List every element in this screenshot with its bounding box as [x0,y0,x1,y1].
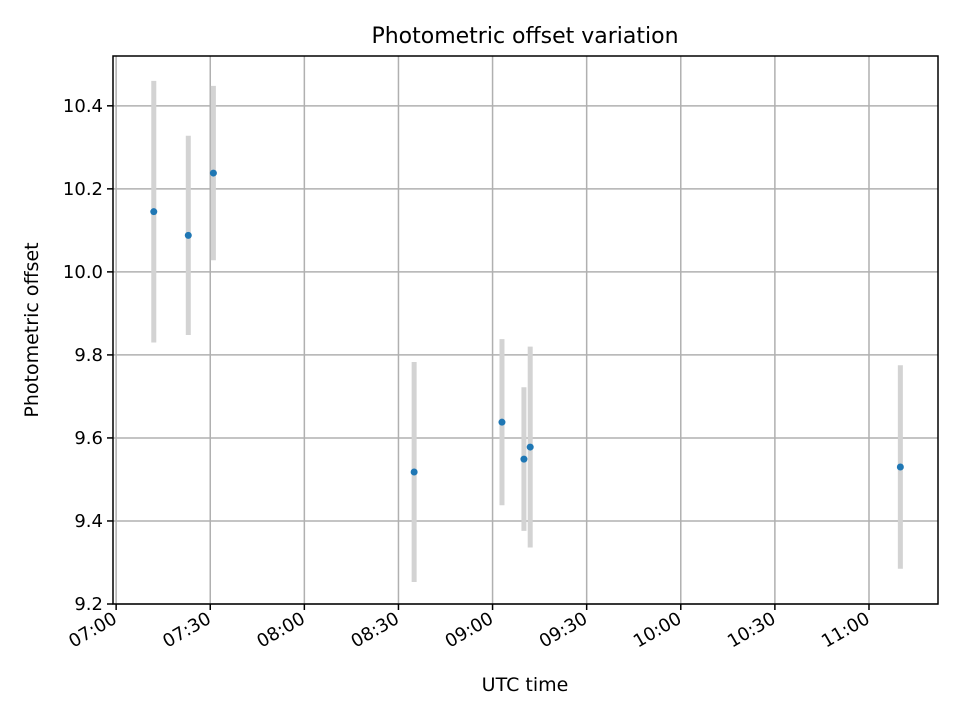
y-tick-label: 9.8 [74,345,103,366]
data-point [410,468,418,476]
data-point [209,169,217,177]
chart-title: Photometric offset variation [371,24,678,49]
data-point [896,463,904,471]
y-tick-label: 10.2 [63,179,103,200]
data-point [520,455,528,463]
y-tick-label: 10.4 [63,96,103,117]
point-layer [150,169,904,476]
y-tick-label: 9.6 [74,428,103,449]
data-point [526,443,534,451]
data-point [150,208,158,216]
y-tick-label: 9.2 [74,594,103,615]
data-point [498,418,506,426]
data-point [184,231,192,239]
y-tick-label: 10.0 [63,262,103,283]
y-axis-label: Photometric offset [21,242,43,417]
x-axis-label: UTC time [482,674,569,696]
plot-frame [112,55,939,605]
y-tick-label: 9.4 [74,511,103,532]
